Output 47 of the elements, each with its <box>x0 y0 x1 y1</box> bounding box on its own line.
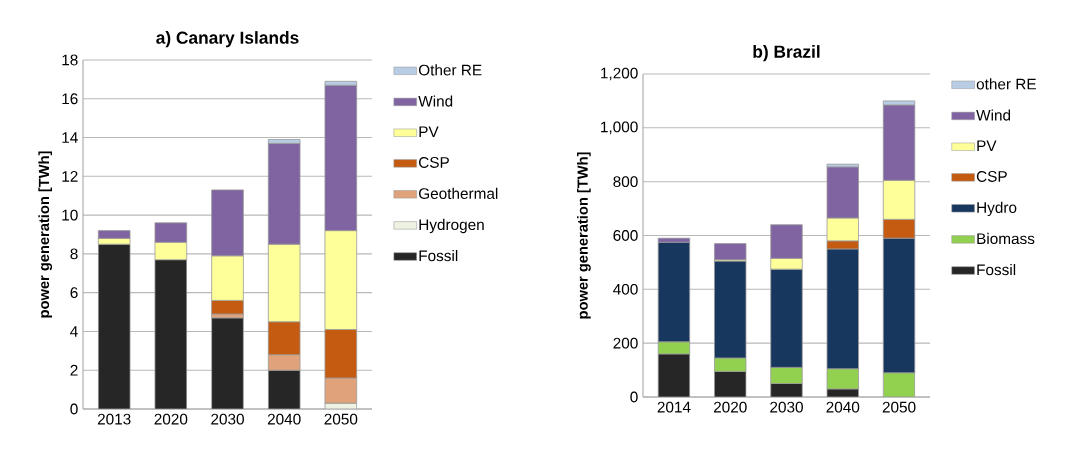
bar <box>97 243 131 409</box>
y-tick-label: 6 <box>70 287 78 299</box>
y-tick-label: 1,200 <box>601 67 638 81</box>
legend-label: Other RE <box>418 64 482 76</box>
y-tick-label: 0 <box>630 391 638 403</box>
legend-label: Biomass <box>977 232 1035 245</box>
legend-label: CSP <box>419 157 449 168</box>
legend-label: Geothermal <box>419 187 498 199</box>
y-tick-label: 14 <box>62 132 78 143</box>
y-axis-title: power generation [TWh] <box>577 152 591 319</box>
bar <box>714 243 747 261</box>
legend-label: Wind <box>418 95 453 107</box>
legend-label: PV <box>977 140 997 152</box>
y-tick-label: 18 <box>62 54 78 66</box>
y-axis-title: power generation [TWh] <box>38 151 53 318</box>
x-tick-label: 2030 <box>211 413 244 425</box>
y-tick-label: 8 <box>70 248 78 260</box>
legend-label: Hydro <box>977 201 1017 217</box>
y-tick-label: 1,000 <box>601 121 638 135</box>
y-tick-label: 2 <box>70 364 78 376</box>
legend-label: Fossil <box>419 249 458 262</box>
y-tick-label: 4 <box>70 326 78 337</box>
y-tick-label: 10 <box>62 209 78 221</box>
x-tick-label: 2020 <box>713 401 747 413</box>
legend-label: CSP <box>976 171 1007 182</box>
x-tick-label: 2040 <box>826 401 860 413</box>
y-tick-label: 16 <box>62 93 78 105</box>
chart-title: b) Brazil <box>753 45 820 62</box>
legend-label: Wind <box>976 109 1011 121</box>
x-tick-label: 2014 <box>657 401 691 413</box>
y-tick-label: 200 <box>613 337 638 349</box>
y-tick-label: 12 <box>62 170 78 182</box>
y-tick-label: 400 <box>613 283 638 295</box>
y-tick-label: 800 <box>613 176 638 188</box>
x-tick-label: 2040 <box>267 413 301 425</box>
x-tick-label: 2050 <box>324 413 358 425</box>
y-tick-label: 0 <box>70 403 78 415</box>
y-tick-label: 600 <box>613 230 638 241</box>
x-tick-label: 2050 <box>882 401 916 413</box>
x-tick-label: 2020 <box>154 413 188 425</box>
legend-label: Hydrogen <box>419 218 484 234</box>
chart-title: a) Canary Islands <box>156 31 299 48</box>
legend-label: other RE <box>976 78 1036 90</box>
x-tick-label: 2013 <box>97 413 131 425</box>
legend-label: PV <box>419 126 439 138</box>
legend-label: Fossil <box>977 263 1016 276</box>
x-tick-label: 2030 <box>770 401 803 413</box>
